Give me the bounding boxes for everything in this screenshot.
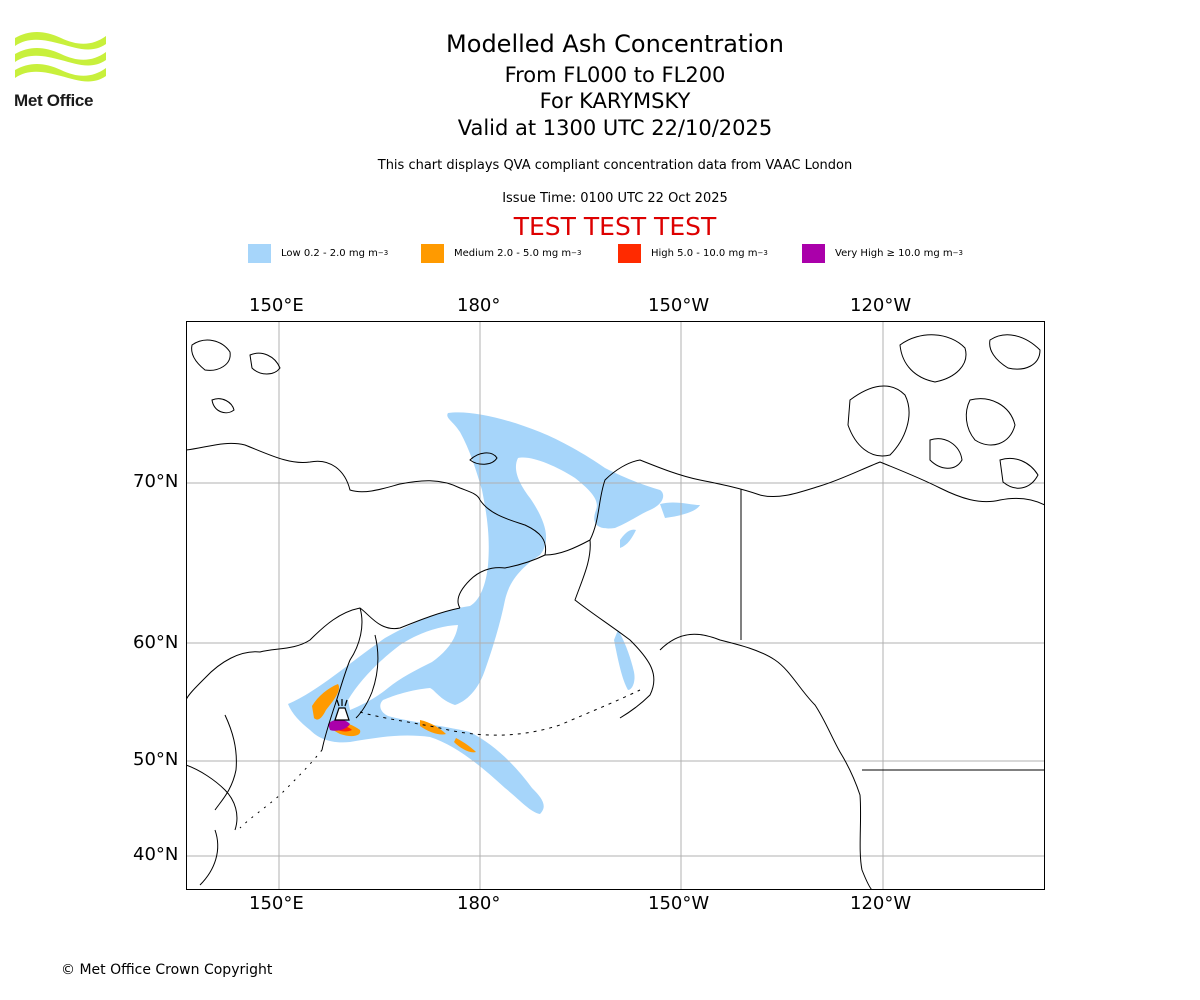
lon-tick-bottom-120w: 120°W [850,893,912,914]
legend-label-medium: Medium 2.0 - 5.0 mg m [454,247,572,259]
ash-low-concentration [288,412,700,814]
compliance-note: This chart displays QVA compliant concen… [377,158,853,173]
valid-time: Valid at 1300 UTC 22/10/2025 [457,116,773,140]
legend-label-very-high: Very High ≥ 10.0 mg m [835,247,953,259]
met-office-logo-text: Met Office [14,91,94,110]
lon-tick-top-150w: 150°W [648,295,710,316]
met-office-logo: Met Office [14,30,109,112]
legend-label-high: High 5.0 - 10.0 mg m [651,247,758,259]
lon-tick-bottom-150w: 150°W [648,893,710,914]
test-banner: TEST TEST TEST [513,212,717,241]
issue-time: Issue Time: 0100 UTC 22 Oct 2025 [502,191,728,206]
lon-tick-top-180: 180° [457,295,501,316]
legend-swatch-high [618,243,641,263]
legend-item-medium: Medium 2.0 - 5.0 mg m −3 [421,243,581,263]
copyright-footer: © Met Office Crown Copyright [61,962,273,978]
lat-tick-50n: 50°N [133,749,179,770]
chart-title: Modelled Ash Concentration [446,30,784,58]
map-frame [186,321,1045,890]
ash-map [186,321,1045,890]
lon-tick-bottom-150e: 150°E [249,893,304,914]
coastlines [186,334,1045,890]
ash-very-high-concentration [328,719,350,731]
lat-tick-60n: 60°N [133,632,179,653]
lon-tick-bottom-180: 180° [457,893,501,914]
legend-swatch-medium [421,243,444,263]
lon-tick-top-120w: 120°W [850,295,912,316]
volcano-icon [334,699,350,721]
lat-tick-40n: 40°N [133,844,179,865]
flight-levels: From FL000 to FL200 [504,63,726,87]
graticule [186,321,1045,890]
legend-swatch-very-high [802,243,825,263]
legend-label-low: Low 0.2 - 2.0 mg m [281,247,378,259]
legend-item-high: High 5.0 - 10.0 mg m −3 [618,243,768,263]
lat-tick-70n: 70°N [133,471,179,492]
legend-item-very-high: Very High ≥ 10.0 mg m −3 [802,243,963,263]
lon-tick-top-150e: 150°E [249,295,304,316]
met-office-wave-logo [15,32,106,82]
volcano-name: For KARYMSKY [539,89,691,113]
legend-item-low: Low 0.2 - 2.0 mg m −3 [248,243,388,263]
legend-swatch-low [248,243,271,263]
